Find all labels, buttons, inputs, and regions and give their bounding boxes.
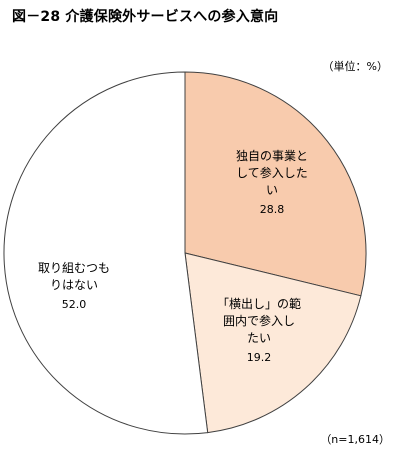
unit-label: （単位：%）	[322, 60, 388, 73]
slice-label-line: 「横出し」の範	[217, 296, 301, 311]
slice-label-line: 囲内で参入し	[223, 313, 295, 328]
slice-label-line: して参入した	[236, 165, 308, 180]
pie-slice-2	[184, 252, 362, 434]
slice-value-label: 19.2	[247, 351, 272, 364]
pie-slice-1	[184, 71, 367, 297]
pie-slices	[3, 71, 367, 435]
slice-label-line: 独自の事業と	[236, 149, 308, 163]
chart-title: 図－28 介護保険外サービスへの参入意向	[12, 9, 279, 25]
slice-label-line: い	[266, 183, 278, 197]
slice-label-line: 取り組むつも	[38, 261, 110, 275]
slice-label-line: りはない	[50, 278, 98, 292]
slice-value-label: 28.8	[260, 203, 285, 216]
pie-slice-3	[3, 71, 209, 435]
slice-value-label: 52.0	[62, 298, 87, 311]
sample-size-note: （n=1,614）	[320, 433, 390, 446]
slice-label-line: たい	[247, 331, 271, 345]
